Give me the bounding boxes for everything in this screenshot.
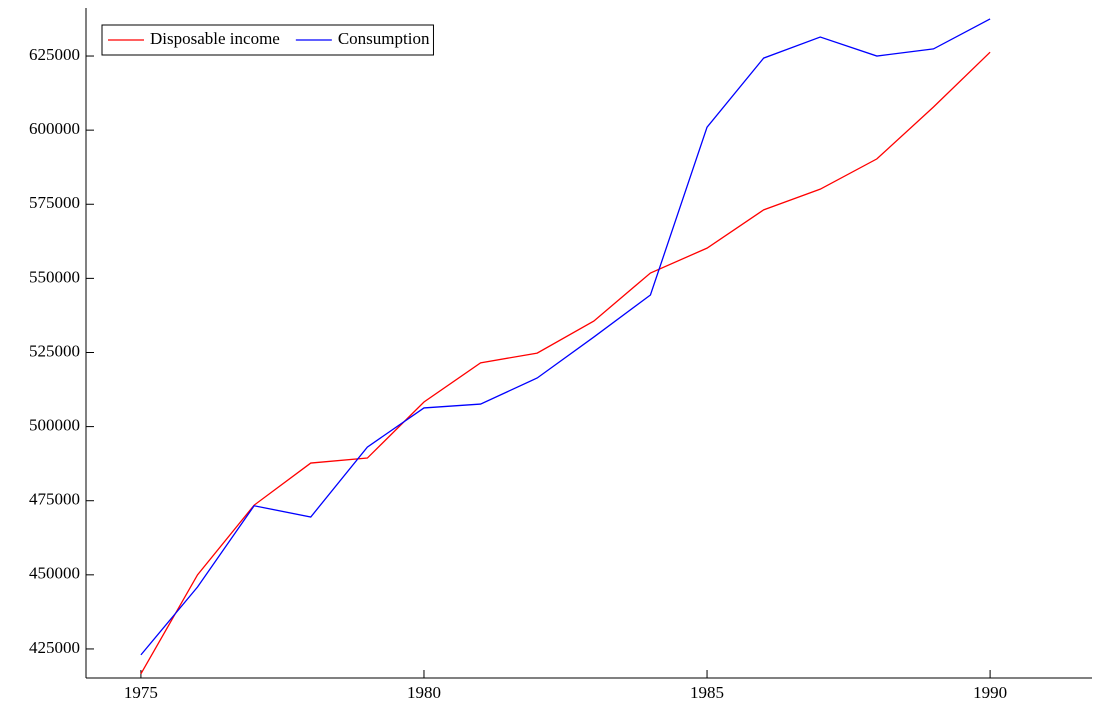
y-tick-label: 450000 bbox=[29, 564, 80, 583]
y-tick-label: 575000 bbox=[29, 193, 80, 212]
legend-label: Consumption bbox=[338, 29, 430, 48]
x-tick-label: 1980 bbox=[407, 683, 441, 702]
x-tick-label: 1975 bbox=[124, 683, 158, 702]
series-line bbox=[140, 51, 991, 675]
y-tick-label: 600000 bbox=[29, 119, 80, 138]
y-tick-label: 425000 bbox=[29, 638, 80, 657]
y-tick-label: 625000 bbox=[29, 45, 80, 64]
y-tick-label: 500000 bbox=[29, 416, 80, 435]
legend-box bbox=[101, 24, 434, 56]
y-tick-label: 550000 bbox=[29, 267, 80, 286]
y-tick-label: 525000 bbox=[29, 341, 80, 360]
x-tick-label: 1990 bbox=[973, 683, 1007, 702]
legend-label: Disposable income bbox=[150, 29, 280, 48]
series-line bbox=[140, 18, 991, 656]
x-tick-label: 1985 bbox=[690, 683, 724, 702]
y-tick-label: 475000 bbox=[29, 490, 80, 509]
